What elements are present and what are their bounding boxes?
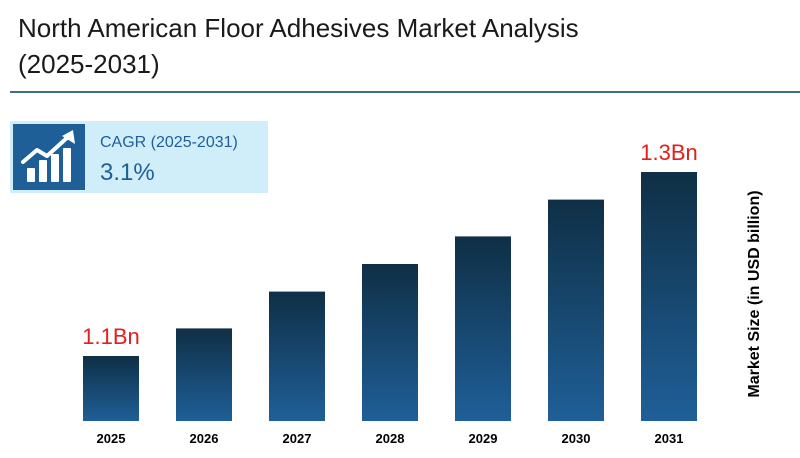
x-tick-2026: 2026 bbox=[190, 431, 219, 446]
bar-2031 bbox=[641, 172, 697, 421]
bar-2029 bbox=[455, 236, 511, 421]
bar-2025 bbox=[83, 356, 139, 421]
cagr-value: 3.1% bbox=[100, 159, 155, 186]
title-divider bbox=[10, 91, 800, 93]
data-label-2025: 1.1Bn bbox=[82, 324, 140, 349]
x-tick-2025: 2025 bbox=[97, 431, 126, 446]
x-tick-2031: 2031 bbox=[655, 431, 684, 446]
x-tick-2027: 2027 bbox=[283, 431, 312, 446]
y-axis-title: Market Size (in USD billion) bbox=[746, 190, 763, 398]
bar-2026 bbox=[176, 328, 232, 421]
x-tick-2029: 2029 bbox=[469, 431, 498, 446]
bar-2030 bbox=[548, 199, 604, 421]
growth-chart-icon bbox=[13, 124, 85, 190]
cagr-label: CAGR (2025-2031) bbox=[100, 134, 238, 151]
data-label-2031: 1.3Bn bbox=[640, 140, 698, 165]
page-title: North American Floor Adhesives Market An… bbox=[18, 13, 579, 79]
x-tick-2030: 2030 bbox=[562, 431, 591, 446]
bar-2028 bbox=[362, 264, 418, 421]
x-tick-2028: 2028 bbox=[376, 431, 405, 446]
cagr-callout: CAGR (2025-2031) 3.1% bbox=[10, 121, 268, 193]
bar-2027 bbox=[269, 291, 325, 421]
